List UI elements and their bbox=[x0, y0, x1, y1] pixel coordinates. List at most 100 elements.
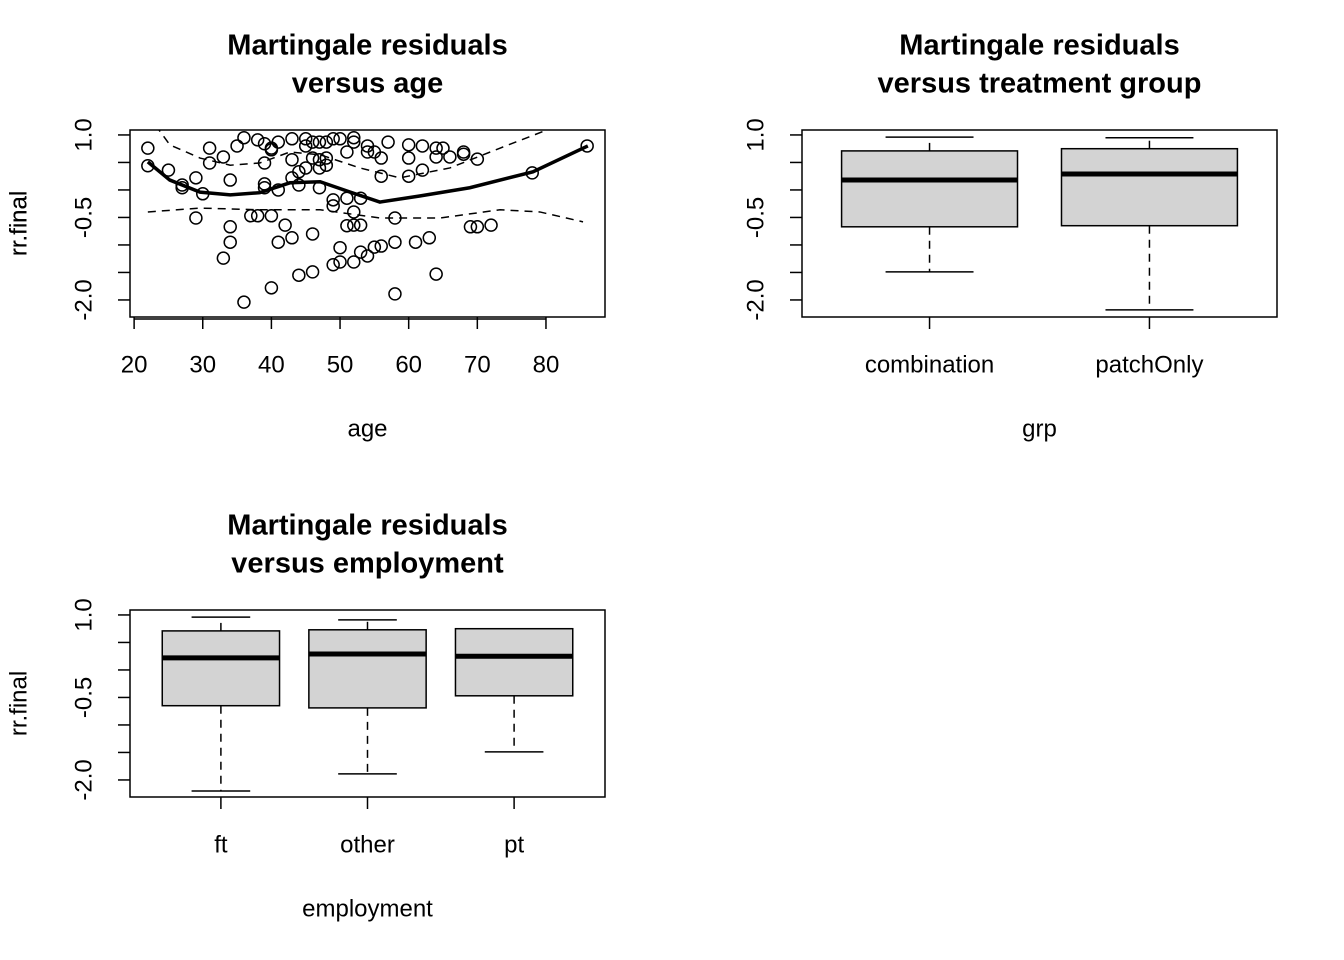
point bbox=[189, 211, 203, 225]
point bbox=[264, 143, 279, 157]
y-tick-label: 1.0 bbox=[70, 598, 97, 631]
y-tick-label: -2.0 bbox=[70, 759, 97, 800]
box bbox=[308, 629, 427, 709]
point bbox=[250, 133, 265, 147]
point bbox=[292, 178, 306, 192]
point bbox=[244, 209, 258, 223]
point bbox=[429, 150, 443, 164]
chart-title: Martingale residuals bbox=[899, 30, 1179, 62]
point bbox=[319, 158, 334, 172]
x-tick-label: 60 bbox=[395, 351, 422, 378]
point bbox=[374, 151, 388, 165]
point bbox=[189, 171, 203, 185]
point bbox=[347, 130, 361, 145]
x-tick-label: combination bbox=[865, 351, 994, 378]
point bbox=[456, 147, 471, 161]
point bbox=[429, 267, 443, 281]
point bbox=[347, 135, 361, 149]
y-tick-label: -0.5 bbox=[742, 197, 769, 238]
point bbox=[298, 161, 313, 175]
x-tick-label: patchOnly bbox=[1095, 351, 1203, 378]
x-tick-label: 80 bbox=[533, 351, 560, 378]
point bbox=[278, 218, 292, 232]
point bbox=[381, 135, 395, 149]
point bbox=[408, 235, 423, 249]
point bbox=[271, 135, 286, 149]
point bbox=[305, 135, 320, 149]
point bbox=[298, 132, 313, 146]
box bbox=[840, 150, 1019, 228]
point bbox=[230, 139, 244, 153]
point bbox=[312, 135, 327, 149]
point bbox=[333, 240, 347, 255]
box bbox=[161, 630, 281, 707]
point bbox=[340, 218, 354, 233]
chart-title: versus employment bbox=[231, 548, 504, 580]
point bbox=[223, 173, 237, 187]
point bbox=[360, 145, 375, 159]
box bbox=[1060, 147, 1239, 227]
point bbox=[223, 235, 237, 249]
point bbox=[415, 139, 430, 153]
x-tick-label: pt bbox=[504, 831, 524, 858]
y-axis-label: rr.final bbox=[5, 191, 32, 256]
point bbox=[388, 287, 402, 301]
point bbox=[237, 295, 251, 309]
chart-title: Martingale residuals bbox=[227, 30, 507, 62]
point bbox=[326, 132, 340, 146]
x-tick-label: ft bbox=[214, 831, 228, 858]
point bbox=[347, 205, 361, 219]
point bbox=[347, 218, 361, 232]
point bbox=[333, 255, 347, 269]
y-tick-label: 1.0 bbox=[742, 118, 769, 151]
point bbox=[264, 209, 279, 223]
y-tick-label: -2.0 bbox=[742, 279, 769, 320]
fit-line bbox=[146, 144, 589, 204]
point bbox=[216, 251, 231, 265]
x-tick-label: 70 bbox=[464, 351, 491, 378]
x-axis-label: age bbox=[347, 415, 387, 442]
point bbox=[360, 249, 375, 263]
point bbox=[326, 258, 340, 272]
plot-frame bbox=[129, 129, 606, 318]
point bbox=[285, 152, 299, 167]
band-line bbox=[147, 207, 584, 223]
x-axis-label: employment bbox=[302, 895, 433, 922]
point bbox=[202, 156, 217, 170]
point bbox=[292, 268, 306, 282]
chart-title: Martingale residuals bbox=[227, 510, 507, 542]
point bbox=[285, 231, 299, 245]
point bbox=[388, 235, 402, 249]
point bbox=[484, 218, 498, 232]
y-tick-label: -0.5 bbox=[70, 677, 97, 718]
point bbox=[237, 130, 251, 145]
point bbox=[436, 141, 450, 155]
point bbox=[305, 265, 320, 279]
point bbox=[347, 255, 361, 269]
point bbox=[264, 281, 279, 295]
point bbox=[470, 220, 485, 234]
point bbox=[443, 150, 457, 164]
point bbox=[305, 151, 320, 165]
point bbox=[353, 218, 368, 232]
point bbox=[401, 169, 416, 183]
point bbox=[374, 169, 388, 183]
point bbox=[326, 193, 340, 207]
point bbox=[305, 227, 320, 241]
point bbox=[216, 150, 231, 164]
point bbox=[353, 245, 368, 259]
point bbox=[319, 151, 334, 165]
chart-title: versus age bbox=[292, 68, 444, 100]
point bbox=[161, 163, 176, 177]
point bbox=[374, 239, 388, 253]
point bbox=[422, 231, 437, 245]
point bbox=[333, 132, 347, 146]
y-tick-label: -0.5 bbox=[70, 197, 97, 238]
y-tick-label: -2.0 bbox=[70, 279, 97, 320]
point bbox=[298, 139, 313, 153]
point bbox=[401, 138, 416, 152]
x-tick-label: 40 bbox=[258, 351, 285, 378]
x-axis-label: grp bbox=[1022, 415, 1057, 442]
point bbox=[429, 141, 443, 155]
